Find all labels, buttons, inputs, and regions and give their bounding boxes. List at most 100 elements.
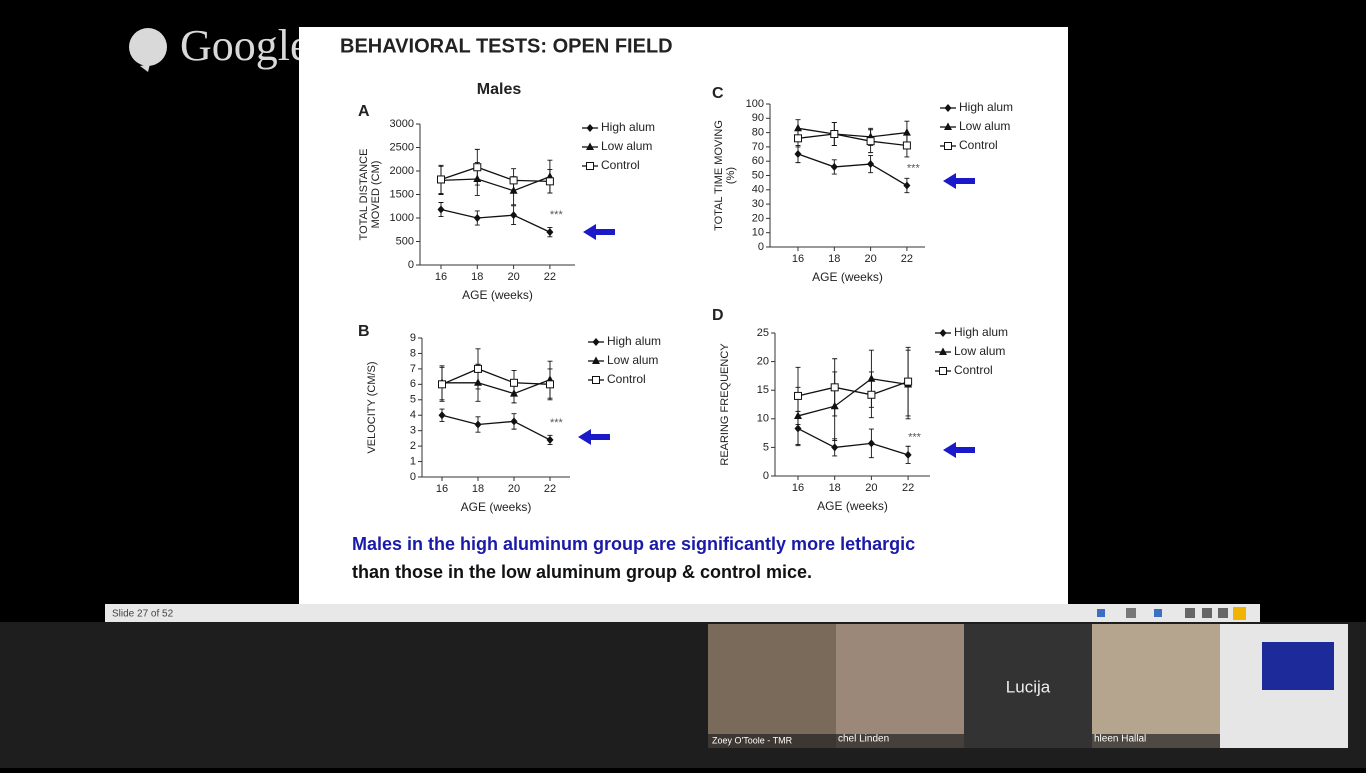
y-tick-label: 6 — [410, 378, 416, 390]
marker — [438, 380, 446, 389]
logo: Google+ — [129, 21, 334, 72]
legend-label: High alum — [954, 325, 1008, 339]
video-tile[interactable] — [708, 624, 836, 748]
marker — [867, 390, 876, 399]
slide — [299, 27, 1068, 604]
marker — [794, 134, 802, 143]
y-tick-label: 8 — [410, 347, 416, 359]
legend-label: Low alum — [954, 344, 1005, 358]
marker — [592, 356, 600, 364]
legend-label: Low alum — [601, 139, 652, 153]
y-tick-label: 3000 — [390, 118, 414, 130]
icon[interactable] — [1185, 608, 1195, 618]
y-tick-label: 1 — [410, 455, 416, 467]
x-tick-label: 16 — [436, 483, 448, 495]
marker — [902, 141, 911, 150]
marker — [944, 104, 952, 112]
icon[interactable] — [1202, 608, 1212, 618]
y-tick-label: 90 — [752, 112, 764, 124]
y-tick-label: 2000 — [390, 165, 414, 177]
chart: A 0 500 1000 1500 2000 2500 3000 16 18 20 22 AGE (we… — [358, 103, 655, 302]
panel-label: B — [358, 323, 370, 340]
status-text: Slide 27 of 52 — [112, 609, 174, 620]
logo-icon-tail — [140, 64, 150, 72]
y-tick-label: 0 — [763, 470, 769, 482]
marker — [474, 420, 482, 429]
marker — [867, 439, 875, 448]
series-line — [797, 133, 907, 147]
arrow — [578, 429, 610, 445]
x-tick-label: 18 — [829, 482, 841, 494]
marker — [437, 175, 445, 184]
arrow — [583, 224, 615, 240]
marker — [904, 450, 912, 459]
marker — [586, 162, 594, 170]
x-tick-label: 20 — [864, 253, 876, 265]
x-tick-label: 16 — [792, 253, 804, 265]
marker — [903, 181, 911, 190]
filmstrip: Zoey O'Toole - TMR chel Linden Lucija hl… — [708, 624, 1348, 748]
legend-label: Low alum — [607, 353, 658, 367]
x-tick-label: 20 — [507, 271, 519, 283]
x-axis-label: AGE (weeks) — [817, 499, 888, 513]
marker — [830, 162, 838, 171]
legend-label: Control — [607, 372, 646, 386]
icon[interactable] — [1126, 608, 1136, 618]
participant-name: Lucija — [1006, 677, 1051, 696]
marker — [794, 150, 802, 159]
x-tick-label: 18 — [828, 253, 840, 265]
chart: C 0 10 20 30 40 50 60 70 80 90 100 16 18 20 22 AGE (week… — [712, 85, 1013, 284]
y-axis-label: TOTAL TIME MOVING — [713, 120, 725, 231]
y-tick-label: 2 — [410, 440, 416, 452]
icon[interactable] — [1154, 609, 1162, 617]
y-tick-label: 5 — [410, 394, 416, 406]
marker — [546, 228, 554, 237]
arrow — [943, 173, 975, 189]
x-tick-label: 20 — [865, 482, 877, 494]
y-tick-label: 1000 — [390, 212, 414, 224]
video-tile[interactable] — [836, 624, 964, 748]
y-tick-label: 20 — [757, 356, 769, 368]
shared-screen — [1262, 642, 1334, 690]
name-bar — [708, 734, 836, 748]
video-tile[interactable] — [1092, 624, 1220, 748]
icon[interactable] — [1097, 609, 1105, 617]
caption-line: Males in the high aluminum group are sig… — [352, 534, 915, 554]
marker — [794, 391, 802, 400]
video-tile[interactable] — [964, 624, 1092, 748]
panel-label: D — [712, 307, 724, 324]
arrows — [578, 173, 975, 458]
series-line — [797, 381, 909, 397]
y-axis-label: REARING FREQUENCY — [719, 343, 731, 466]
marker — [830, 383, 839, 392]
icon[interactable] — [1233, 607, 1246, 620]
y-tick-label: 70 — [752, 141, 764, 153]
x-axis-label: AGE (weeks) — [812, 270, 883, 284]
x-tick-label: 22 — [901, 253, 913, 265]
annotation: *** — [550, 417, 564, 429]
y-tick-label: 2500 — [390, 141, 414, 153]
series-line — [440, 208, 551, 233]
legend-label: High alum — [607, 334, 661, 348]
marker — [545, 177, 554, 186]
marker — [586, 142, 594, 150]
y-tick-label: 25 — [757, 327, 769, 339]
legend-label: High alum — [959, 100, 1013, 114]
annotation: *** — [907, 162, 921, 174]
marker — [939, 329, 947, 337]
annotation: *** — [908, 432, 922, 444]
marker — [510, 417, 518, 426]
marker — [546, 435, 554, 444]
participant-name: chel Linden — [838, 734, 889, 745]
slide-title: BEHAVIORAL TESTS: OPEN FIELD — [340, 35, 673, 57]
y-tick-label: 10 — [752, 227, 764, 239]
logo-icon — [129, 28, 167, 66]
x-axis-label: AGE (weeks) — [461, 500, 532, 514]
x-tick-label: 22 — [902, 482, 914, 494]
legend-label: Control — [954, 363, 993, 377]
icon[interactable] — [1218, 608, 1228, 618]
marker — [473, 163, 482, 172]
y-tick-label: 30 — [752, 198, 764, 210]
marker — [509, 176, 518, 185]
y-tick-label: 20 — [752, 212, 764, 224]
